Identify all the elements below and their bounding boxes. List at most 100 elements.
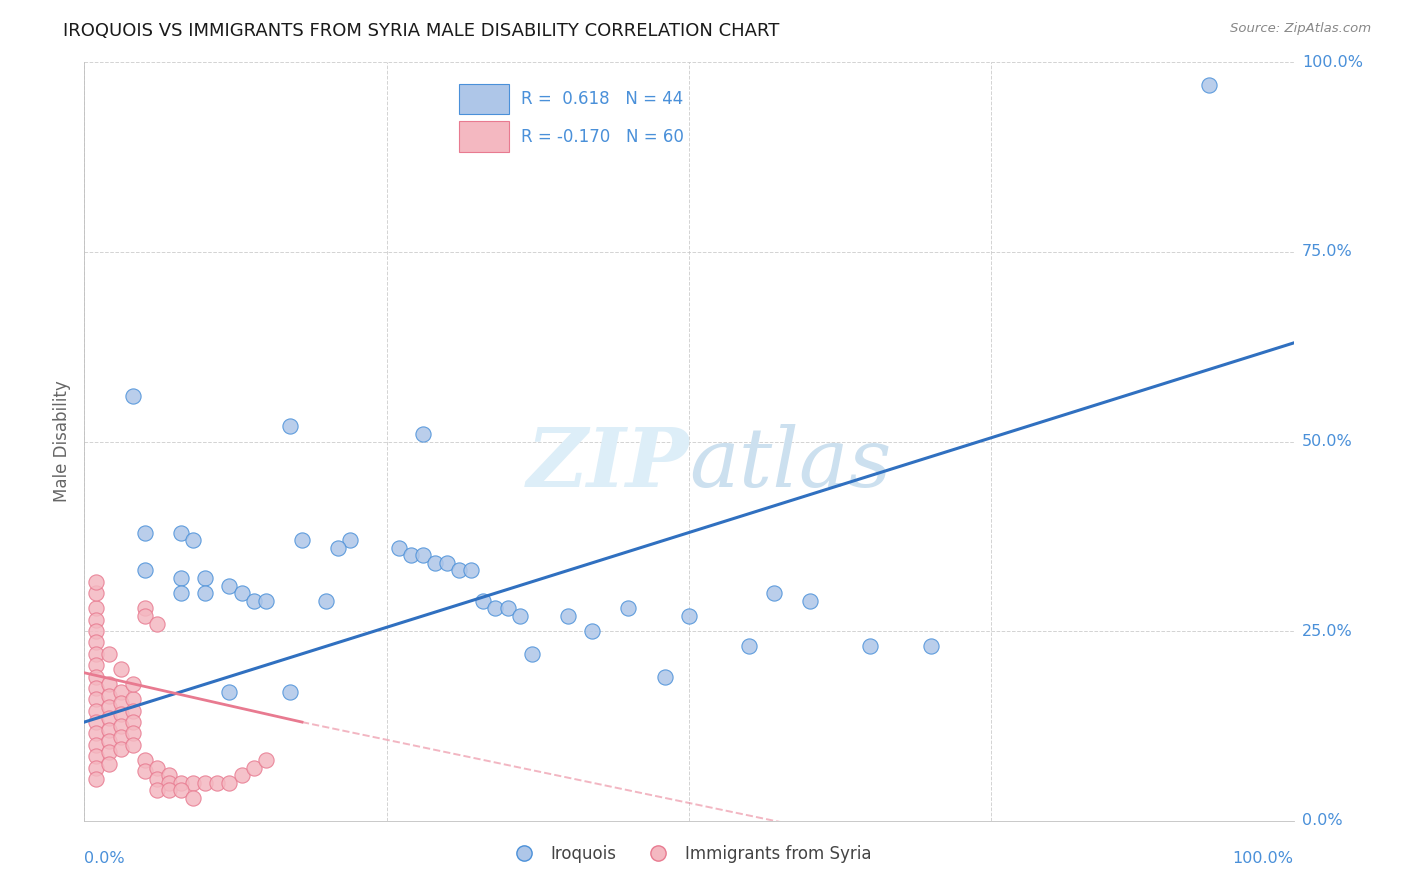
Text: 100.0%: 100.0% bbox=[1302, 55, 1362, 70]
Point bbox=[134, 525, 156, 540]
Point bbox=[110, 741, 132, 756]
Point bbox=[1198, 78, 1220, 92]
Point bbox=[86, 726, 108, 740]
Point bbox=[134, 764, 156, 779]
Point bbox=[86, 749, 108, 764]
Text: 50.0%: 50.0% bbox=[1302, 434, 1353, 449]
Point bbox=[86, 586, 108, 600]
Point bbox=[157, 768, 180, 782]
Point bbox=[278, 685, 301, 699]
Point bbox=[388, 541, 411, 555]
Point bbox=[97, 689, 120, 703]
Point bbox=[97, 723, 120, 737]
Point bbox=[799, 594, 821, 608]
Point bbox=[86, 760, 108, 774]
Text: 75.0%: 75.0% bbox=[1302, 244, 1353, 260]
Text: ZIP: ZIP bbox=[526, 425, 689, 504]
Point bbox=[97, 746, 120, 760]
Point bbox=[436, 556, 458, 570]
Point bbox=[218, 685, 240, 699]
Point bbox=[121, 715, 143, 730]
Point bbox=[97, 699, 120, 714]
Point bbox=[496, 601, 519, 615]
Point bbox=[170, 525, 193, 540]
Point bbox=[121, 738, 143, 752]
Point bbox=[110, 719, 132, 733]
Point bbox=[278, 419, 301, 434]
Point bbox=[134, 608, 156, 623]
Point bbox=[170, 571, 193, 585]
Point bbox=[218, 776, 240, 790]
Point bbox=[121, 704, 143, 718]
Point bbox=[315, 594, 337, 608]
Point bbox=[157, 776, 180, 790]
Text: 0.0%: 0.0% bbox=[1302, 814, 1343, 828]
Point bbox=[460, 564, 482, 578]
Y-axis label: Male Disability: Male Disability bbox=[53, 381, 72, 502]
Point bbox=[134, 601, 156, 615]
Text: atlas: atlas bbox=[689, 425, 891, 504]
Point bbox=[97, 756, 120, 771]
Point bbox=[242, 760, 264, 774]
Point bbox=[121, 726, 143, 740]
Legend: Iroquois, Immigrants from Syria: Iroquois, Immigrants from Syria bbox=[501, 838, 877, 869]
Point bbox=[254, 594, 277, 608]
Point bbox=[242, 594, 264, 608]
Point bbox=[170, 783, 193, 797]
Point bbox=[86, 574, 108, 589]
Text: 25.0%: 25.0% bbox=[1302, 624, 1353, 639]
Point bbox=[859, 639, 882, 653]
Point bbox=[121, 692, 143, 706]
Point bbox=[110, 685, 132, 699]
Point bbox=[412, 548, 434, 563]
Point bbox=[423, 556, 446, 570]
Point bbox=[146, 616, 169, 631]
Point bbox=[97, 677, 120, 691]
Point bbox=[920, 639, 942, 653]
Point bbox=[97, 734, 120, 748]
Point bbox=[110, 707, 132, 722]
Point bbox=[86, 635, 108, 649]
Point bbox=[484, 601, 506, 615]
Text: 100.0%: 100.0% bbox=[1233, 851, 1294, 866]
Point bbox=[170, 586, 193, 600]
Point bbox=[339, 533, 361, 548]
Point bbox=[472, 594, 495, 608]
Point bbox=[121, 677, 143, 691]
Point bbox=[146, 772, 169, 786]
Point bbox=[86, 658, 108, 673]
Point bbox=[557, 608, 579, 623]
Point bbox=[86, 624, 108, 639]
Point bbox=[121, 389, 143, 403]
Point bbox=[231, 768, 253, 782]
Point bbox=[110, 662, 132, 676]
Point bbox=[581, 624, 603, 639]
Point bbox=[134, 753, 156, 767]
Point bbox=[146, 783, 169, 797]
Point bbox=[86, 613, 108, 627]
Point bbox=[194, 571, 217, 585]
Point bbox=[399, 548, 422, 563]
Point bbox=[254, 753, 277, 767]
Point bbox=[157, 783, 180, 797]
Text: 0.0%: 0.0% bbox=[84, 851, 125, 866]
Point bbox=[194, 776, 217, 790]
Point bbox=[86, 681, 108, 695]
Point bbox=[181, 776, 204, 790]
Point bbox=[86, 772, 108, 786]
Point bbox=[86, 647, 108, 661]
Point bbox=[617, 601, 640, 615]
Point bbox=[86, 704, 108, 718]
Point bbox=[170, 776, 193, 790]
Point bbox=[762, 586, 785, 600]
Point bbox=[86, 601, 108, 615]
Point bbox=[97, 711, 120, 725]
Point bbox=[449, 564, 471, 578]
Point bbox=[218, 579, 240, 593]
Point bbox=[86, 715, 108, 730]
Text: IROQUOIS VS IMMIGRANTS FROM SYRIA MALE DISABILITY CORRELATION CHART: IROQUOIS VS IMMIGRANTS FROM SYRIA MALE D… bbox=[63, 22, 780, 40]
Point bbox=[207, 776, 229, 790]
Point bbox=[738, 639, 761, 653]
Point bbox=[86, 738, 108, 752]
Point bbox=[328, 541, 350, 555]
